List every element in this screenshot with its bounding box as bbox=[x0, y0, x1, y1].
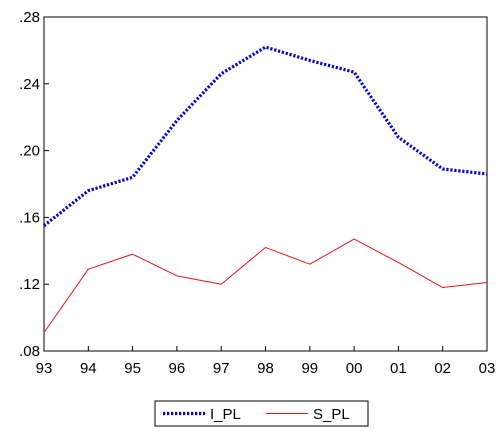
y-tick-label: .08 bbox=[19, 343, 40, 360]
x-tick-label: 97 bbox=[213, 360, 230, 377]
series-line-i-pl bbox=[44, 47, 487, 226]
legend-label-i-pl: I_PL bbox=[210, 406, 241, 423]
x-tick-label: 03 bbox=[479, 360, 496, 377]
x-tick-label: 98 bbox=[257, 360, 274, 377]
y-tick-label: .12 bbox=[19, 276, 40, 293]
plot-frame bbox=[44, 17, 487, 351]
x-tick-label: 99 bbox=[301, 360, 318, 377]
x-tick-label: 93 bbox=[36, 360, 53, 377]
x-tick-label: 96 bbox=[169, 360, 186, 377]
y-tick-label: .28 bbox=[19, 9, 40, 26]
x-tick-label: 02 bbox=[434, 360, 451, 377]
series-line-s-pl bbox=[44, 239, 487, 333]
y-tick-label: .20 bbox=[19, 143, 40, 160]
y-axis: .08 .12 .16 .20 .24 .28 bbox=[19, 9, 49, 360]
x-tick-label: 01 bbox=[390, 360, 407, 377]
legend: I_PL S_PL bbox=[155, 401, 368, 426]
x-tick-label: 95 bbox=[124, 360, 141, 377]
legend-label-s-pl: S_PL bbox=[313, 406, 350, 423]
x-tick-label: 00 bbox=[346, 360, 363, 377]
series-layer bbox=[44, 47, 487, 333]
y-tick-label: .16 bbox=[19, 209, 40, 226]
x-tick-label: 94 bbox=[80, 360, 97, 377]
y-tick-label: .24 bbox=[19, 76, 40, 93]
